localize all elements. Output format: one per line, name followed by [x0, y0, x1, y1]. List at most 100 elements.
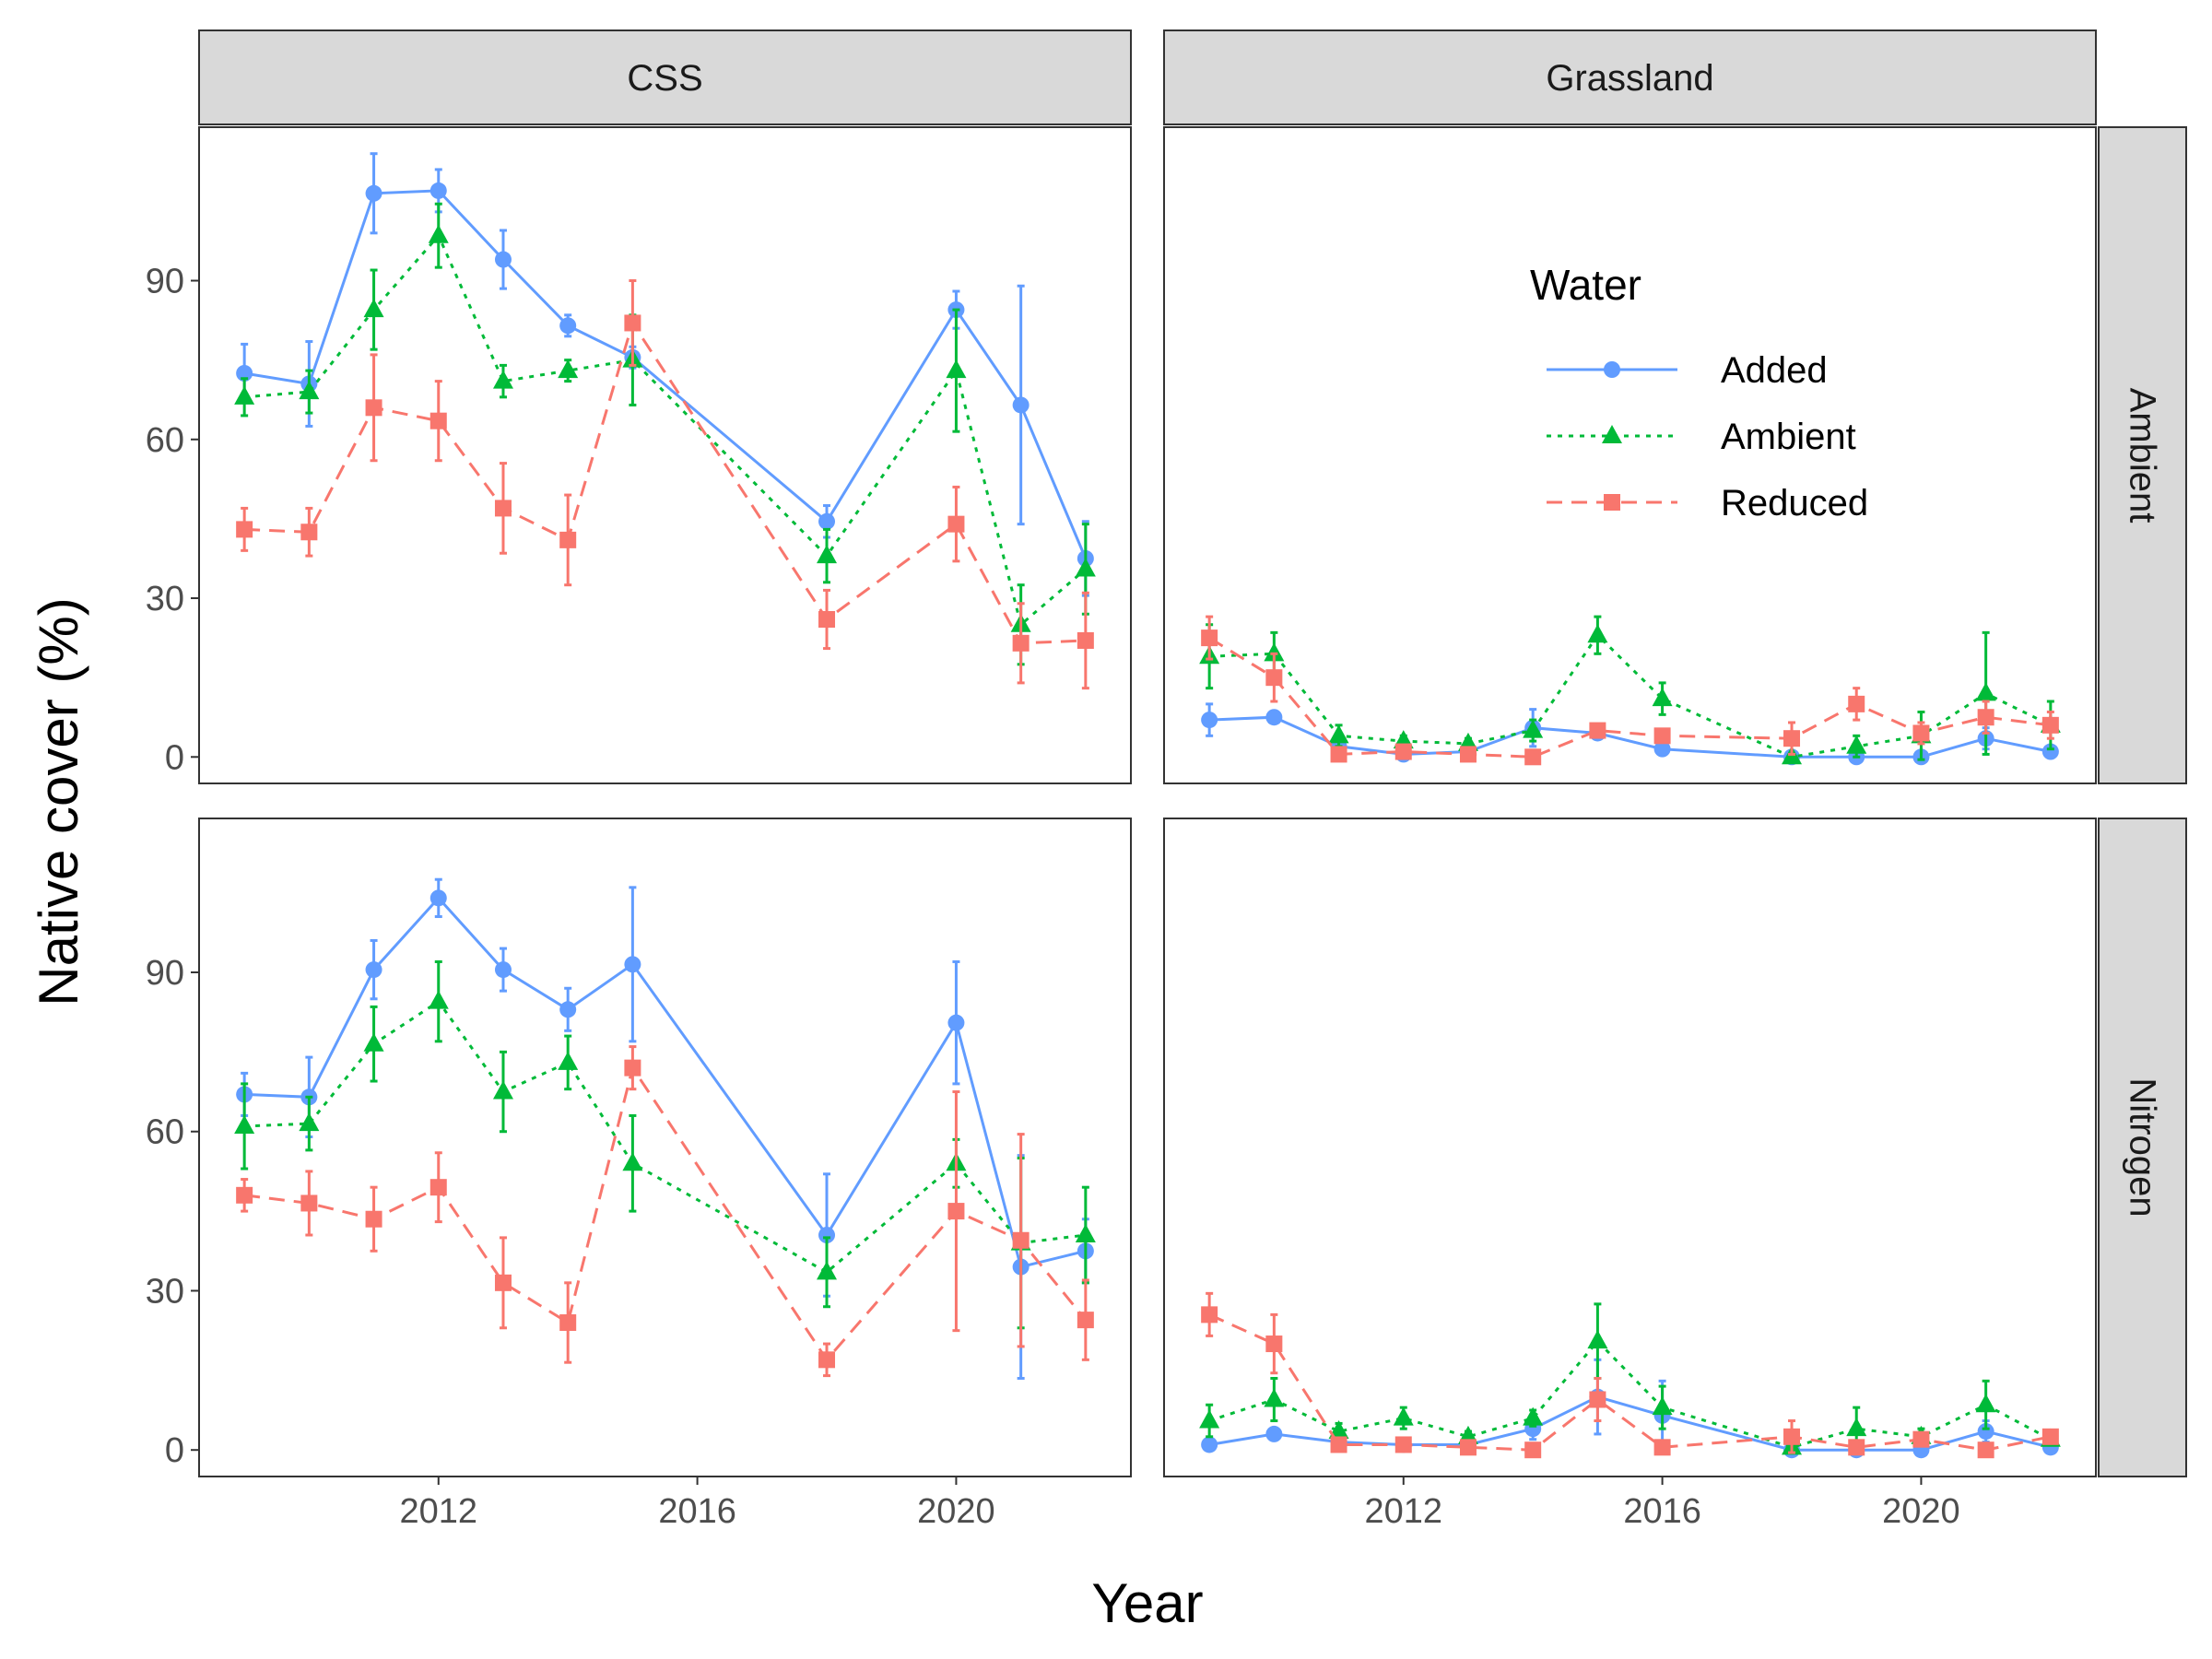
data-point [365, 399, 382, 417]
data-point [1523, 719, 1544, 738]
data-point [1783, 1428, 1801, 1445]
data-point [818, 1227, 836, 1244]
panel-border [1163, 818, 2097, 1477]
data-point [818, 611, 836, 628]
data-point [946, 359, 967, 379]
data-point [947, 1014, 965, 1031]
data-point [947, 1203, 965, 1220]
series-added [236, 152, 1094, 597]
data-point [559, 1314, 577, 1332]
data-point [624, 314, 641, 332]
data-point [1264, 642, 1285, 662]
x-tick-label: 2016 [1623, 1492, 1701, 1531]
data-point [624, 1059, 641, 1077]
data-point [1199, 1409, 1220, 1429]
data-point [1394, 743, 1412, 760]
data-point [494, 500, 512, 517]
data-point [363, 299, 384, 318]
x-tick-label: 2016 [658, 1492, 736, 1531]
data-point [1330, 746, 1347, 763]
data-point [1012, 1231, 1030, 1249]
data-point [1846, 735, 1867, 754]
series-reduced [236, 279, 1094, 690]
data-point [494, 1274, 512, 1291]
data-point [236, 365, 253, 382]
strip-label: Nitrogen [2123, 1077, 2163, 1217]
series-line [243, 232, 1087, 628]
data-point [1394, 1436, 1412, 1453]
data-point [299, 1112, 320, 1132]
panel-grassland-nitrogen: 2012 2016 2020 [1163, 818, 2097, 1531]
data-point [2041, 743, 2059, 760]
strip-css [198, 29, 1132, 125]
data-point [1075, 558, 1096, 577]
legend: Water Added Ambient Reduced [1530, 261, 1868, 524]
y-tick-label: 90 [146, 954, 184, 993]
data-point [363, 1032, 384, 1052]
data-point [1265, 709, 1283, 726]
data-point [1653, 740, 1671, 758]
data-point [1393, 1406, 1414, 1426]
data-point [1328, 1420, 1349, 1440]
data-point [1012, 634, 1030, 652]
data-point [1459, 1439, 1477, 1456]
data-point [624, 956, 641, 973]
legend-key-marker [1604, 494, 1620, 511]
legend-item-ambient: Ambient [1547, 417, 1856, 457]
data-point [429, 1179, 447, 1196]
data-point [1587, 1330, 1608, 1349]
data-point [1653, 1439, 1671, 1456]
y-tick-label: 90 [146, 263, 184, 301]
strip-label: CSS [627, 58, 702, 99]
strip-nitrogen [2098, 818, 2187, 1477]
data-point [494, 251, 512, 268]
y-tick-label: 30 [146, 580, 184, 618]
legend-key-marker [1604, 361, 1620, 378]
series-line [244, 999, 1087, 1275]
data-point [1587, 624, 1608, 643]
data-point [1265, 1425, 1283, 1442]
data-point [818, 512, 836, 530]
panel-css-nitrogen: 0 30 60 90 2012 2016 2020 [146, 818, 1132, 1531]
data-point [1201, 1306, 1218, 1324]
data-point [1975, 1394, 1996, 1413]
data-point [1589, 722, 1606, 739]
data-point [365, 961, 382, 979]
strip-label: Ambient [2123, 388, 2163, 524]
y-tick-label: 0 [165, 1431, 184, 1470]
data-point [1012, 396, 1030, 414]
data-point [558, 359, 579, 379]
series-reduced [236, 1045, 1094, 1378]
data-point [1075, 1224, 1096, 1243]
data-point [1975, 682, 1996, 701]
legend-label: Ambient [1721, 417, 1856, 457]
data-point [817, 545, 838, 564]
data-point [494, 961, 512, 979]
y-tick-label: 30 [146, 1272, 184, 1311]
data-point [234, 385, 255, 405]
data-point [1912, 724, 1930, 742]
data-point [1265, 1335, 1283, 1353]
data-point [1328, 724, 1349, 744]
panel-css-ambient: 0 30 60 90 [146, 126, 1132, 784]
data-point [2041, 1428, 2059, 1445]
data-point [1077, 1312, 1094, 1329]
legend-label: Reduced [1721, 483, 1868, 524]
data-point [1201, 1436, 1218, 1453]
legend-item-reduced: Reduced [1547, 483, 1868, 524]
data-point [428, 224, 449, 243]
data-point [299, 381, 320, 400]
data-point [1783, 730, 1801, 747]
data-point [365, 1210, 382, 1228]
data-point [1524, 748, 1542, 766]
data-point [1264, 1388, 1285, 1407]
data-point [559, 1001, 577, 1018]
panel-grassland-ambient [1163, 126, 2097, 784]
data-point [1912, 1430, 1930, 1448]
data-point [1265, 669, 1283, 687]
data-point [1201, 629, 1218, 647]
data-point [365, 184, 382, 202]
data-point [1848, 695, 1865, 712]
